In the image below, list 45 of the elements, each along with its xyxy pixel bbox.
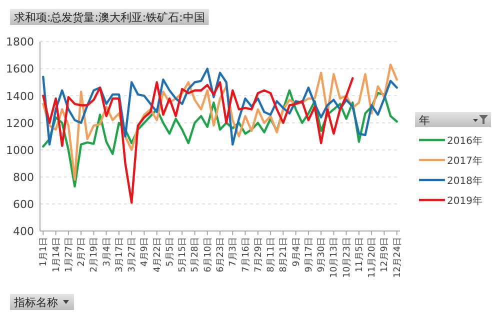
y-tick-label: 1200 [6,116,34,130]
y-tick-label: 600 [13,198,34,211]
x-tick-label: 4月22日 [152,237,163,272]
y-tick-label: 1400 [6,90,34,103]
x-tick-label: 6月10日 [203,237,214,272]
x-tick-label: 1月1日 [39,237,50,266]
x-tick-label: 5月15日 [178,237,188,272]
y-tick-label: 1000 [6,144,34,157]
x-tick-label: 4月9日 [140,237,150,266]
y-tick-label: 1600 [6,62,34,76]
x-tick-label: 8月21日 [279,237,290,272]
x-tick-label: 9月30日 [317,237,328,272]
legend-label: 2018年 [447,175,482,187]
x-tick-label: 11月5日 [354,237,365,272]
x-tick-label: 3月17日 [114,237,125,272]
x-tick-label: 1月14日 [52,237,62,272]
chart-title: 求和项:总发货量:澳大利亚:铁矿石:中国 [14,11,205,24]
x-tick-label: 7月3日 [228,237,239,266]
x-tick-label: 2月19日 [90,237,100,272]
x-tick-label: 9月4日 [292,237,302,266]
legend-title: 年 [419,114,430,127]
x-tick-label: 3月27日 [128,237,138,272]
x-tick-label: 11月20日 [368,237,378,278]
title: 求和项:总发货量:澳大利亚:铁矿石:中国 [10,9,209,25]
y-tick-label: 800 [13,170,34,184]
x-tick-label: 6月23日 [216,237,226,272]
x-tick-label: 10月23日 [342,237,352,278]
x-tick-label: 12月24日 [392,237,403,278]
x-tick-label: 5月28日 [190,237,201,272]
x-tick-label: 12月9日 [380,237,390,272]
x-tick-label: 5月5日 [165,237,176,266]
x-tick-label: 1月27日 [64,237,74,272]
x-tick-label: 10月13日 [330,237,340,278]
x-tick-label: 7月16日 [241,237,252,272]
x-tick-label: 9月17日 [304,237,314,272]
x-tick-label: 7月29日 [254,237,264,272]
y-tick-label: 400 [13,225,34,238]
x-tick-label: 2月7日 [77,237,88,266]
annotation: 指标名称 [10,294,74,310]
y-tick-label: 1800 [6,36,34,49]
legend-label: 2019年 [447,195,482,207]
legend-label: 2016年 [447,135,482,147]
x-tick-label: 3月4日 [102,237,112,266]
x-tick-label: 8月11日 [266,237,277,272]
legend-label: 2017年 [447,155,482,167]
